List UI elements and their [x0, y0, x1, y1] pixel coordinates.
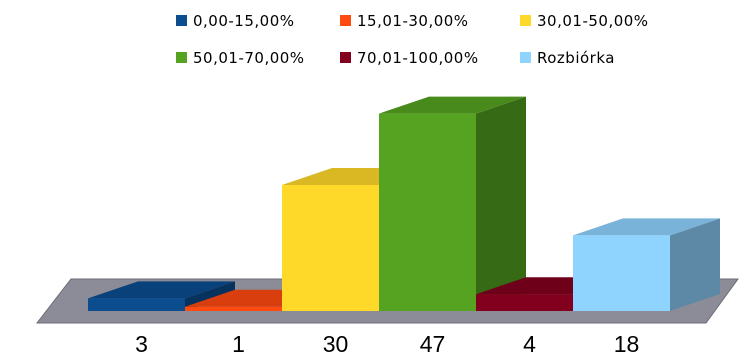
category-label: 18	[614, 331, 640, 357]
legend: 0,00-15,00% 15,01-30,00% 30,01-50,00% 50,01…	[176, 12, 649, 67]
legend-swatch	[176, 52, 187, 63]
bar-front	[282, 185, 379, 311]
legend-label: 15,01-30,00%	[357, 12, 469, 30]
bar-top	[88, 281, 235, 299]
bar-front	[476, 294, 573, 311]
bar-front	[573, 235, 670, 311]
legend-item: 30,01-50,00%	[520, 12, 649, 30]
legend-swatch	[340, 52, 351, 63]
legend-label: Rozbiórka	[537, 49, 615, 67]
bars	[88, 96, 720, 311]
legend-label: 0,00-15,00%	[193, 12, 295, 30]
legend-item: 50,01-70,00%	[176, 49, 305, 67]
legend-label: 50,01-70,00%	[193, 49, 305, 67]
legend-swatch	[520, 15, 531, 26]
legend-item: Rozbiórka	[520, 49, 615, 67]
category-label: 47	[420, 331, 446, 357]
legend-item: 15,01-30,00%	[340, 12, 469, 30]
category-label: 3	[135, 331, 148, 357]
bar-top	[573, 218, 720, 236]
bar-front	[88, 298, 185, 311]
bar-front	[379, 113, 476, 311]
bar-side	[670, 218, 720, 311]
legend-swatch	[176, 15, 187, 26]
legend-label: 30,01-50,00%	[537, 12, 649, 30]
category-label: 4	[523, 331, 536, 357]
legend-item: 0,00-15,00%	[176, 12, 295, 30]
category-label: 1	[232, 331, 245, 357]
legend-label: 70,01-100,00%	[357, 49, 479, 67]
legend-swatch	[520, 52, 531, 63]
bar-Rozbiórka	[573, 218, 720, 311]
legend-item: 70,01-100,00%	[340, 49, 479, 67]
category-label: 30	[323, 331, 349, 357]
bar-front	[185, 306, 282, 311]
bar-side	[476, 96, 526, 311]
bar-50,01-70,00%	[379, 96, 526, 311]
legend-swatch	[340, 15, 351, 26]
bar-top	[379, 96, 526, 114]
category-labels: 3 1 30 47 4 18	[135, 331, 639, 357]
